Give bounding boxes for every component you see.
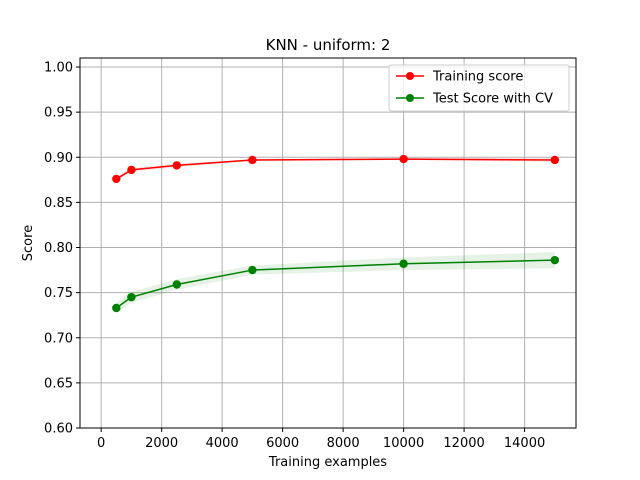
- x-axis-label: Training examples: [268, 455, 387, 470]
- x-tick-label: 4000: [206, 436, 239, 451]
- point-test-score: [172, 280, 181, 289]
- x-tick-label: 12000: [443, 436, 484, 451]
- x-tick-label: 8000: [327, 436, 360, 451]
- legend-label-test-score: Test Score with CV: [432, 92, 553, 107]
- series-points: [112, 154, 560, 313]
- point-training-score: [550, 155, 560, 165]
- y-tick-label: 0.80: [44, 241, 73, 256]
- y-tick-label: 0.70: [44, 331, 73, 346]
- y-tick-label: 0.95: [44, 106, 73, 121]
- legend-marker-training-score: [406, 72, 414, 80]
- point-training-score: [127, 165, 136, 175]
- legend-item-training-score: Training score: [396, 70, 523, 85]
- x-tick-label: 14000: [504, 436, 545, 451]
- point-test-score: [127, 292, 136, 302]
- y-tick-label: 0.75: [44, 286, 73, 301]
- point-test-score: [550, 255, 560, 265]
- legend: Training score Test Score with CV: [388, 64, 570, 112]
- point-training-score: [172, 161, 181, 170]
- x-tick-label: 0: [97, 436, 105, 451]
- y-tick-label: 0.65: [44, 376, 73, 391]
- x-tick-label: 10000: [383, 436, 424, 451]
- y-tick-label: 0.90: [44, 151, 73, 166]
- point-training-score: [399, 154, 408, 164]
- point-test-score: [112, 303, 121, 313]
- legend-label-training-score: Training score: [432, 70, 523, 85]
- chart-title: KNN - uniform: 2: [266, 36, 391, 54]
- x-tick-label: 2000: [145, 436, 178, 451]
- band-test-score: [116, 252, 555, 314]
- point-test-score: [248, 265, 257, 275]
- legend-box: [388, 64, 570, 112]
- legend-item-test-score: Test Score with CV: [396, 92, 553, 107]
- x-tick-label: 6000: [266, 436, 299, 451]
- plot-frame: [79, 57, 577, 429]
- point-training-score: [248, 155, 257, 165]
- y-tick-label: 1.00: [44, 61, 73, 76]
- point-test-score: [399, 259, 408, 268]
- y-tick-label: 0.85: [44, 196, 73, 211]
- y-axis-label: Score: [21, 225, 36, 261]
- point-training-score: [112, 174, 121, 184]
- legend-marker-test-score: [406, 94, 414, 102]
- y-tick-label: 0.60: [44, 422, 73, 437]
- axis-ticks: 0 2000 4000 6000 8000 10000 12000 14000 0.60 0.65…: [44, 61, 545, 451]
